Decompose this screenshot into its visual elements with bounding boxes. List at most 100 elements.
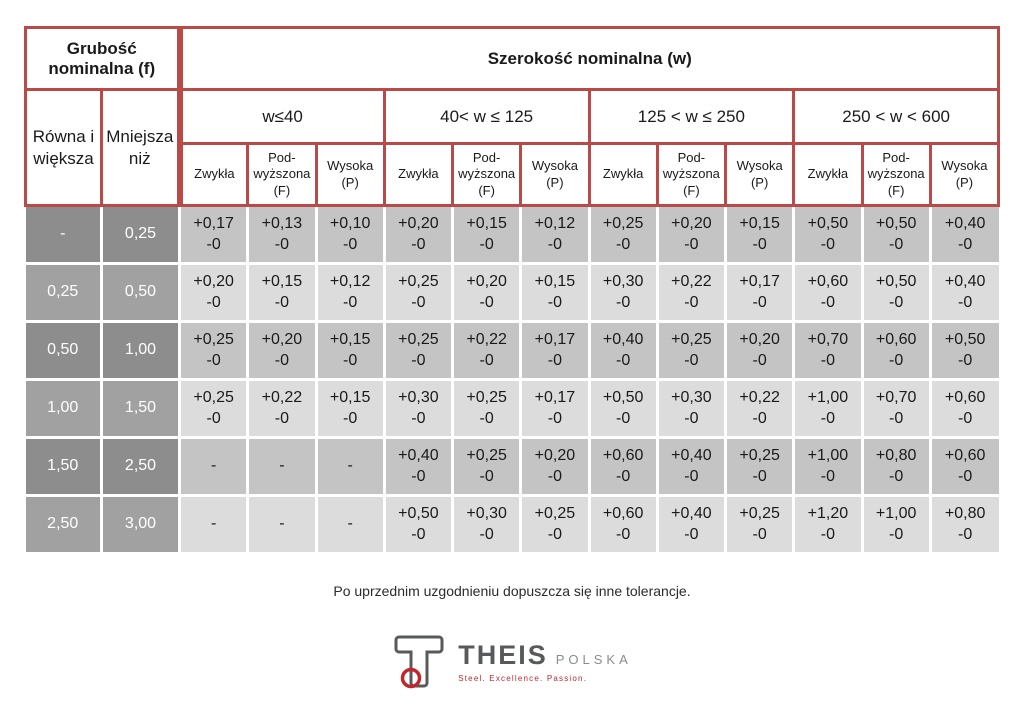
tolerance-cell: +0,20 -0	[519, 436, 591, 497]
tolerance-cell: +0,20 -0	[246, 320, 318, 381]
thickness-from-cell: 2,50	[25, 494, 103, 555]
quality-header: Zwykła	[382, 142, 455, 207]
thickness-from-cell: 0,25	[25, 262, 103, 323]
tolerance-cell: -	[177, 436, 250, 497]
table-row: 2,50 3,00- - - +0,50 -0 +0,30 -0 +0,25 -0 +0,60…	[25, 494, 999, 555]
width-group-1: w≤40	[176, 88, 386, 145]
tolerance-cell: +0,60 -0	[587, 436, 659, 497]
tolerance-cell: +0,25 -0	[177, 320, 250, 381]
tolerance-cell: +0,50 -0	[792, 204, 864, 265]
logo-tagline: Steel. Excellence. Passion.	[458, 673, 588, 683]
tolerance-cell: +0,15 -0	[246, 262, 318, 323]
tolerance-cell: +0,25 -0	[177, 378, 250, 439]
tolerance-cell: +0,50 -0	[382, 494, 455, 555]
tolerance-sheet: Grubość nominalna (f) Szerokość nominaln…	[0, 26, 1024, 689]
tolerance-cell: +0,12 -0	[519, 204, 591, 265]
tolerance-cell: +0,40 -0	[928, 262, 999, 323]
tolerance-cell: -	[246, 436, 318, 497]
width-header: Szerokość nominalna (w)	[176, 26, 1000, 91]
tolerance-cell: +0,15 -0	[450, 204, 523, 265]
tolerance-cell: +1,00 -0	[792, 436, 864, 497]
footnote-text: Po uprzednim uzgodnieniu dopuszcza się i…	[333, 583, 691, 599]
tolerance-cell: +1,00 -0	[792, 378, 864, 439]
tolerance-cell: +0,30 -0	[450, 494, 523, 555]
tolerance-cell: +0,22 -0	[723, 378, 796, 439]
tolerance-cell: +0,10 -0	[314, 204, 386, 265]
thickness-to-cell: 3,00	[100, 494, 181, 555]
quality-header: Pod-wyższona (F)	[450, 142, 523, 207]
tolerance-cell: +0,70 -0	[860, 378, 932, 439]
thickness-from-cell: 1,00	[25, 378, 103, 439]
thickness-from-cell: 0,50	[25, 320, 103, 381]
tolerance-cell: +0,20 -0	[450, 262, 523, 323]
tolerance-cell: +0,25 -0	[587, 204, 659, 265]
tolerance-cell: +0,17 -0	[177, 204, 250, 265]
table-row: 0,25 0,50 +0,20 -0 +0,15 -0 +0,12 -0 +0,25 -0…	[25, 262, 999, 323]
tolerance-cell: +1,20 -0	[792, 494, 864, 555]
tolerance-cell: +0,50 -0	[860, 204, 932, 265]
tolerance-cell: +0,30 -0	[382, 378, 455, 439]
thickness-header: Grubość nominalna (f)	[24, 26, 181, 91]
tolerance-cell: +0,17 -0	[723, 262, 796, 323]
table-body: -0,25 +0,17 -0 +0,13 -0 +0,10 -0 +0,20 -0 +0,…	[25, 204, 999, 555]
width-group-3: 125 < w ≤ 250	[587, 88, 796, 145]
tolerance-table: Grubość nominalna (f) Szerokość nominaln…	[24, 26, 1001, 555]
thickness-to-cell: 1,50	[100, 378, 181, 439]
tolerance-cell: +0,40 -0	[655, 494, 728, 555]
table-row: -0,25 +0,17 -0 +0,13 -0 +0,10 -0 +0,20 -0 +0,…	[25, 204, 999, 265]
tolerance-cell: +0,25 -0	[723, 494, 796, 555]
tolerance-cell: +0,13 -0	[246, 204, 318, 265]
tolerance-cell: +0,50 -0	[860, 262, 932, 323]
tolerance-cell: +0,30 -0	[587, 262, 659, 323]
quality-header: Zwykła	[792, 142, 864, 207]
logo-region-name: POLSKA	[555, 651, 632, 667]
tolerance-cell: +0,40 -0	[587, 320, 659, 381]
tolerance-cell: +0,80 -0	[928, 494, 999, 555]
quality-header: Pod-wyższona (F)	[655, 142, 728, 207]
tolerance-cell: +0,25 -0	[519, 494, 591, 555]
quality-header: Wysoka (P)	[723, 142, 796, 207]
quality-header: Pod-wyższona (F)	[860, 142, 932, 207]
tolerance-cell: +0,15 -0	[519, 262, 591, 323]
tolerance-cell: +0,70 -0	[792, 320, 864, 381]
quality-header: Wysoka (P)	[928, 142, 1001, 207]
tolerance-cell: +0,17 -0	[519, 378, 591, 439]
thickness-to-cell: 1,00	[100, 320, 181, 381]
tolerance-cell: +0,22 -0	[655, 262, 728, 323]
thickness-to-cell: 0,25	[100, 204, 181, 265]
tolerance-cell: +0,50 -0	[587, 378, 659, 439]
tolerance-cell: +0,20 -0	[382, 204, 455, 265]
thickness-to-cell: 0,50	[100, 262, 181, 323]
tolerance-cell: +0,25 -0	[723, 436, 796, 497]
tolerance-cell: +0,22 -0	[450, 320, 523, 381]
thickness-from-cell: -	[25, 204, 103, 265]
width-group-4: 250 < w < 600	[792, 88, 1000, 145]
tolerance-cell: +0,30 -0	[655, 378, 728, 439]
tolerance-cell: +0,60 -0	[860, 320, 932, 381]
table-row: 0,50 1,00 +0,25 -0 +0,20 -0 +0,15 -0 +0,25 -0…	[25, 320, 999, 381]
t8-monogram-icon	[394, 635, 444, 689]
tolerance-cell: +0,25 -0	[655, 320, 728, 381]
tolerance-cell: +0,60 -0	[928, 378, 999, 439]
logo-brand-name: THEIS	[458, 639, 548, 670]
tolerance-cell: +0,50 -0	[928, 320, 999, 381]
tolerance-cell: -	[314, 436, 386, 497]
table-row: 1,00 1,50 +0,25 -0 +0,22 -0 +0,15 -0 +0,30 -0…	[25, 378, 999, 439]
thickness-to-cell: 2,50	[100, 436, 181, 497]
company-logo: THEIS POLSKA Steel. Excellence. Passion.	[0, 633, 1024, 689]
tolerance-cell: +0,22 -0	[246, 378, 318, 439]
tolerance-cell: +0,17 -0	[519, 320, 591, 381]
tolerance-cell: +0,25 -0	[450, 378, 523, 439]
tolerance-cell: +0,15 -0	[314, 320, 386, 381]
tolerance-cell: -	[314, 494, 386, 555]
table-header: Grubość nominalna (f) Szerokość nominaln…	[24, 26, 1001, 207]
quality-header: Wysoka (P)	[314, 142, 386, 207]
tolerance-cell: +0,20 -0	[723, 320, 796, 381]
quality-header: Zwykła	[587, 142, 659, 207]
tolerance-cell: +0,15 -0	[723, 204, 796, 265]
tolerance-cell: +0,25 -0	[450, 436, 523, 497]
tolerance-cell: +0,20 -0	[655, 204, 728, 265]
tolerance-cell: +0,60 -0	[587, 494, 659, 555]
tolerance-cell: +0,40 -0	[928, 204, 999, 265]
tolerance-cell: +0,25 -0	[382, 320, 455, 381]
